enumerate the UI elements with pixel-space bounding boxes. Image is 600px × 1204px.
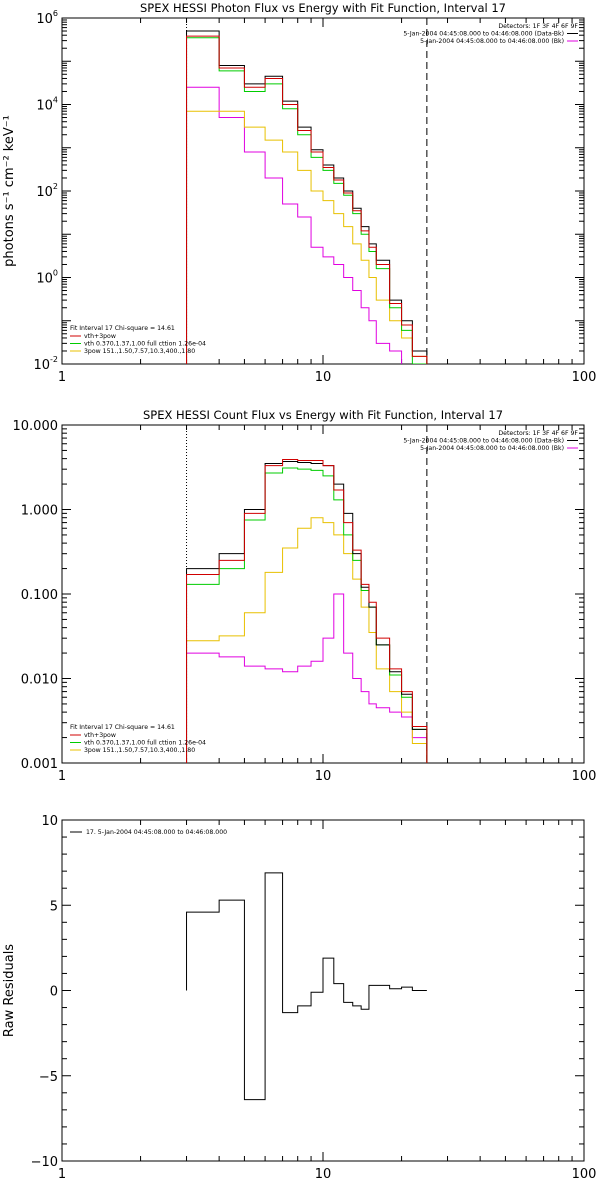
series-total-line: [186, 872, 427, 1101]
legend-text: vth+3pow: [84, 732, 116, 739]
x-tick-label: 100: [572, 1167, 597, 1182]
legend-text: 3pow 151.,1.50,7.57,10.3,400.,1.80: [84, 747, 195, 754]
y-axis-label: Raw Residuals: [2, 944, 17, 1037]
legend-text: 17. 5-Jan-2004 04:45:08.000 to 04:46:08.…: [86, 829, 227, 836]
y-axis-label: photons s⁻¹ cm⁻² keV⁻¹: [2, 115, 17, 267]
series-total-line: [186, 30, 428, 364]
chart-residuals: 1 10 100 −10 −5 0 5 10 Raw Residuals 17. 5-Jan-20…: [2, 814, 596, 1182]
legend-text: vth 0.370,1.37,1.00 full cttion 1.26e-04: [84, 341, 206, 348]
series-background-line: [186, 86, 403, 364]
series-bpow-line: [186, 110, 428, 364]
y-tick-label: 0: [50, 985, 58, 1000]
legend-text: Detectors: 1F 3F 4F 6F 9F: [498, 23, 578, 30]
y-tick-label: 10: [41, 814, 58, 829]
series-background-line: [186, 593, 428, 763]
legend-header: Fit Interval 17 Chi-square = 14.61: [70, 325, 175, 332]
series-group: [186, 872, 427, 1101]
legend-text: Detectors: 1F 3F 4F 6F 9F: [498, 430, 578, 437]
chart-title: SPEX HESSI Count Flux vs Energy with Fit…: [143, 408, 503, 422]
y-tick-label: −5: [39, 1070, 58, 1085]
x-tick-label: 10: [315, 1167, 332, 1182]
y-tick-label: 0.100: [21, 588, 58, 603]
y-tick-label: 104: [36, 96, 58, 114]
x-tick-label: 100: [572, 370, 597, 385]
x-tick-label: 10: [315, 769, 332, 784]
legend-text: vth+3pow: [84, 333, 116, 340]
legend-text: 5-Jan-2004 04:45:08.000 to 04:46:08.000 …: [420, 445, 564, 452]
y-tick-label: 10.000: [13, 419, 59, 434]
y-tick-label: 0.001: [21, 757, 58, 772]
y-tick-label: 1.000: [21, 504, 58, 519]
series-sum-line: [186, 35, 428, 364]
legend-text: vth 0.370,1.37,1.00 full cttion 1.26e-04: [84, 740, 206, 747]
series-vth-line: [186, 467, 428, 763]
x-tick-label: 100: [572, 769, 597, 784]
series-group: [186, 459, 428, 763]
y-tick-label: −10: [31, 1155, 58, 1170]
legend-text: 5-Jan-2004 04:45:08.000 to 04:46:08.000 …: [403, 31, 564, 38]
series-total-line: [186, 460, 428, 763]
x-tick-label: 1: [58, 1167, 66, 1182]
y-tick-label: 10-2: [33, 355, 58, 373]
y-tick-label: 100: [36, 269, 58, 287]
x-tick-label: 1: [58, 769, 66, 784]
y-tick-label: 0.010: [21, 673, 58, 688]
y-tick-label: 5: [50, 899, 58, 914]
series-sum-line: [186, 459, 428, 763]
x-tick-label: 1: [58, 370, 66, 385]
legend-text: 3pow 151.,1.50,7.57,10.3,400.,1.80: [84, 348, 195, 355]
series-vth-line: [186, 37, 428, 364]
chart-count: SPEX HESSI Count Flux vs Energy with Fit…: [13, 408, 597, 784]
series-group: [186, 30, 428, 364]
x-tick-label: 10: [315, 370, 332, 385]
chart-title: SPEX HESSI Photon Flux vs Energy with Fi…: [140, 1, 506, 15]
legend-text: 5-Jan-2004 04:45:08.000 to 04:46:08.000 …: [403, 438, 564, 445]
chart-photon: SPEX HESSI Photon Flux vs Energy with Fi…: [2, 1, 596, 385]
legend-header: Fit Interval 17 Chi-square = 14.61: [70, 724, 175, 731]
legend-text: 5-Jan-2004 04:45:08.000 to 04:46:08.000 …: [420, 38, 564, 45]
y-tick-label: 102: [36, 182, 58, 200]
y-tick-label: 106: [36, 9, 58, 27]
series-bpow-line: [186, 517, 428, 763]
